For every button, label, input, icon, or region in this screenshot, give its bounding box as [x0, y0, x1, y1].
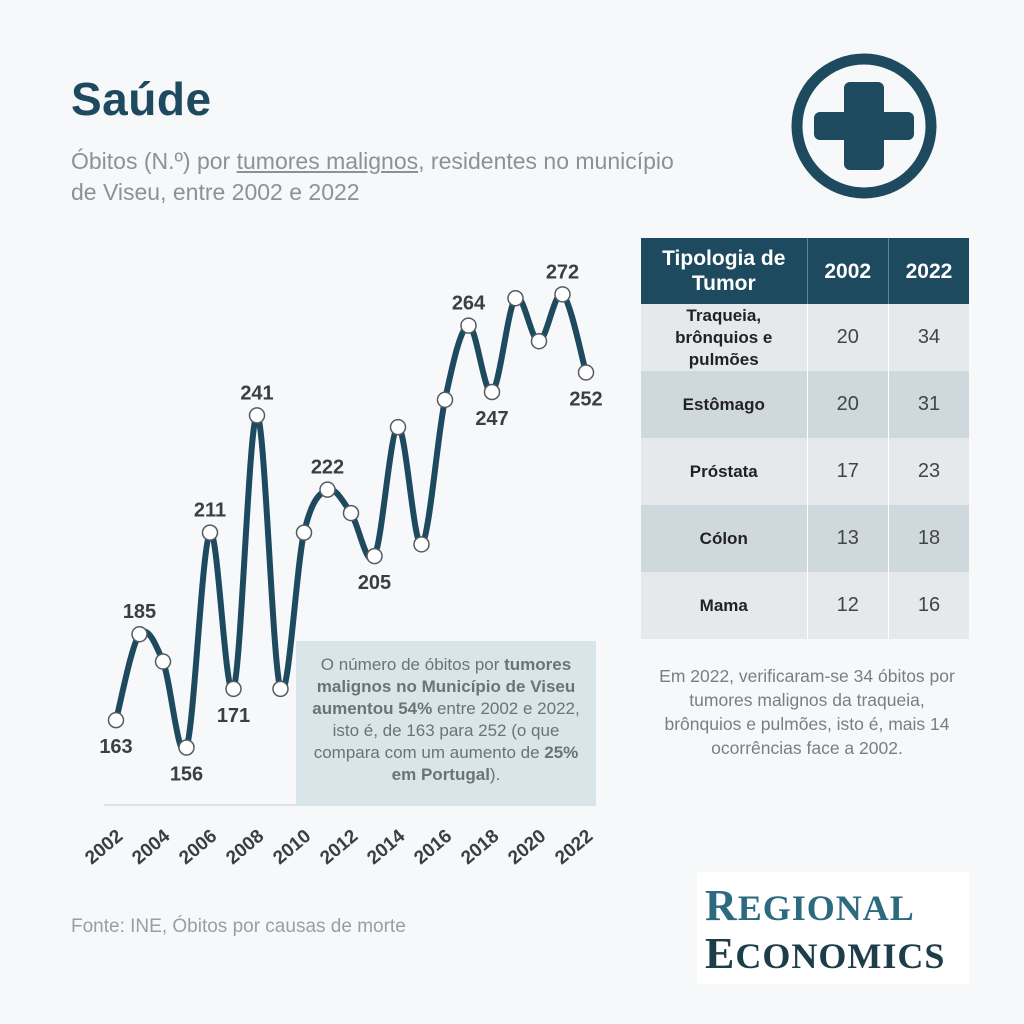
table-cell-label: Estômago [641, 371, 808, 438]
data-point-2018 [483, 383, 501, 401]
table-cell: 34 [888, 304, 969, 371]
x-tick-label: 2006 [175, 826, 221, 869]
data-point-2011 [319, 481, 336, 498]
chart-annotation-box: O número de óbitos por tumores malignos … [296, 641, 596, 806]
table-cell: 20 [807, 371, 889, 438]
data-point-2021 [554, 286, 571, 303]
table-header-row: Tipologia de Tumor 2002 2022 [641, 238, 969, 304]
x-tick-label: 2018 [457, 826, 503, 869]
data-label-2006: 211 [194, 500, 226, 522]
data-point-2006 [201, 524, 219, 541]
table-cell: 12 [807, 572, 889, 639]
table-header-cell: 2022 [888, 238, 969, 304]
data-label-2022: 252 [569, 388, 602, 410]
data-label-2017: 264 [452, 293, 486, 315]
table-cell: 16 [888, 572, 969, 639]
table-note: Em 2022, verificaram-se 34 óbitos por tu… [659, 666, 955, 758]
x-tick-label: 2008 [222, 826, 268, 869]
data-label-2005: 156 [170, 763, 203, 785]
data-label-2007: 171 [217, 705, 250, 727]
table-cell: 20 [807, 304, 889, 371]
data-point-2019 [507, 289, 524, 307]
table-cell-label: Cólon [641, 505, 808, 572]
x-tick-label: 2016 [410, 826, 456, 869]
tumor-table: Tipologia de Tumor 2002 2022 Traqueia, b… [641, 238, 969, 639]
x-tick-label: 2004 [128, 825, 174, 869]
data-point-2010 [295, 524, 313, 541]
data-point-2009 [272, 680, 289, 698]
data-point-2007 [225, 680, 242, 698]
x-tick-label: 2010 [269, 826, 315, 869]
data-point-2003 [131, 625, 148, 643]
data-point-2016 [436, 391, 454, 409]
table-row: Cólon 13 18 [641, 505, 969, 572]
data-label-2008: 241 [240, 382, 273, 404]
table-row: Mama 12 16 [641, 572, 969, 639]
table-cell: 18 [888, 505, 969, 572]
data-point-2004 [154, 653, 172, 670]
data-point-2008 [248, 407, 266, 424]
table-row: Estômago 20 31 [641, 371, 969, 438]
data-point-2005 [178, 739, 195, 756]
data-point-2002 [107, 711, 125, 729]
table-cell-label: Mama [641, 572, 808, 639]
data-point-2017 [460, 317, 477, 334]
table-row: Próstata 17 23 [641, 438, 969, 505]
data-point-2015 [413, 536, 430, 553]
data-point-2020 [530, 332, 548, 350]
table-cell: 13 [807, 505, 889, 572]
table-row: Traqueia, brônquios e pulmões 20 34 [641, 304, 969, 371]
data-point-2013 [366, 547, 383, 565]
data-label-2018: 247 [475, 408, 508, 430]
data-point-2012 [342, 504, 360, 522]
data-label-2013: 205 [358, 572, 391, 594]
table-cell: 17 [807, 438, 889, 505]
table-cell-label: Traqueia, brônquios e pulmões [641, 304, 808, 371]
x-tick-label: 2002 [81, 826, 127, 869]
page-subtitle: Óbitos (N.º) por tumores malignos, resid… [71, 148, 674, 205]
data-point-2014 [389, 418, 407, 436]
table-cell-label: Próstata [641, 438, 808, 505]
x-tick-label: 2022 [551, 826, 597, 869]
regional-economics-logo: REGIONAL ECONOMICS [697, 872, 969, 984]
table-header-cell: Tipologia de Tumor [641, 238, 808, 304]
x-tick-label: 2012 [316, 826, 362, 869]
data-point-2022 [577, 364, 595, 381]
x-tick-label: 2014 [363, 825, 409, 869]
source-note: Fonte: INE, Óbitos por causas de morte [71, 916, 406, 937]
page-title: Saúde [71, 73, 212, 125]
data-label-2003: 185 [123, 601, 156, 623]
data-label-2011: 222 [311, 457, 344, 479]
table-cell: 23 [888, 438, 969, 505]
data-label-2002: 163 [99, 736, 132, 758]
data-label-2021: 272 [546, 261, 579, 283]
x-tick-label: 2020 [504, 826, 550, 869]
table-header-cell: 2002 [807, 238, 889, 304]
table-cell: 31 [888, 371, 969, 438]
medical-cross-icon [791, 53, 937, 199]
subtitle-link: tumores malignos [236, 148, 419, 174]
